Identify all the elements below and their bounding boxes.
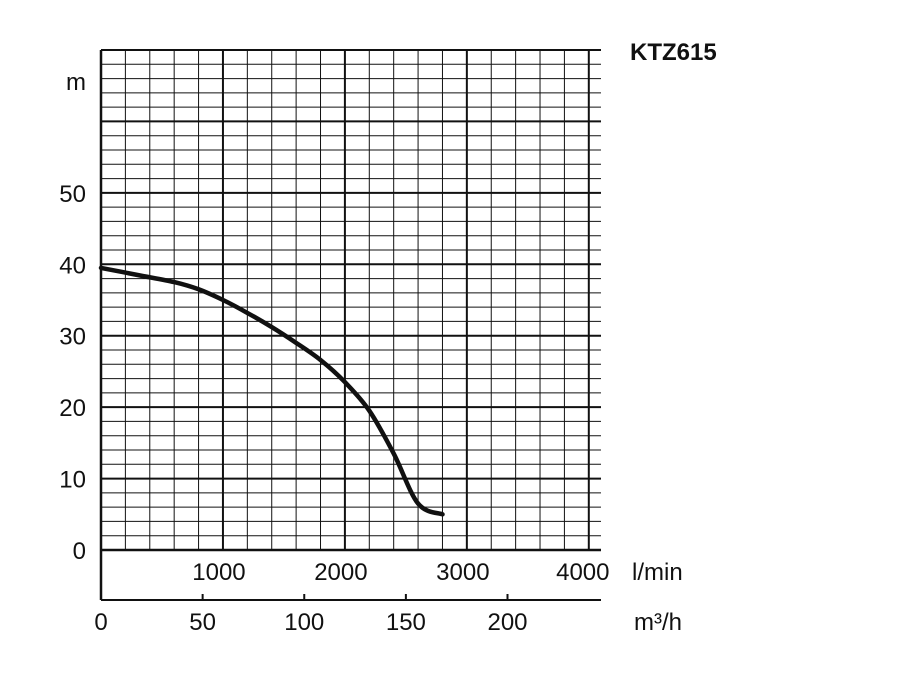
series <box>98 265 445 517</box>
y-tick-label: 50 <box>59 181 86 208</box>
y-tick-label: 0 <box>73 538 86 565</box>
x2-tick-label: 200 <box>487 609 527 636</box>
x-tick-label: 2000 <box>314 559 367 586</box>
x2-tick-label: 0 <box>94 609 107 636</box>
x2-tick-label: 50 <box>189 609 216 636</box>
axes <box>99 50 601 601</box>
x-tick-label: 1000 <box>192 559 245 586</box>
x2-tick-label: 100 <box>284 609 324 636</box>
grid-minor <box>101 50 601 550</box>
x-tick-label: 3000 <box>436 559 489 586</box>
grid-major <box>101 49 601 550</box>
x2-axis-label: m³/h <box>634 609 682 636</box>
chart-title: KTZ615 <box>630 39 717 66</box>
performance-curve <box>98 265 445 517</box>
y-axis-label: m <box>66 69 86 96</box>
x-tick-label: 4000 <box>556 559 609 586</box>
y-tick-label: 10 <box>59 467 86 494</box>
y-tick-label: 40 <box>59 252 86 279</box>
y-tick-label: 20 <box>59 395 86 422</box>
y-tick-label: 30 <box>59 324 86 351</box>
x2-tick-label: 150 <box>386 609 426 636</box>
x-axis-label: l/min <box>632 559 683 586</box>
